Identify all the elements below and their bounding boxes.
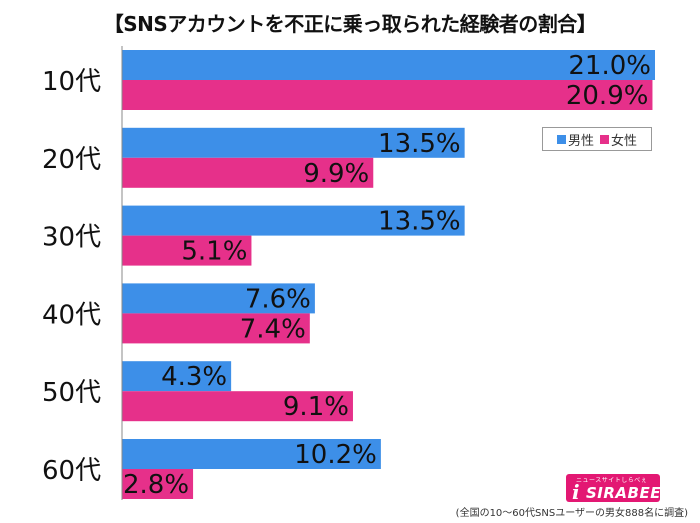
category-label: 40代 [42,300,101,330]
bar [122,283,315,314]
logo-i-mark: i [572,480,580,502]
bar [122,205,465,236]
chart-title: 【SNSアカウントを不正に乗っ取られた経験者の割合】 [103,12,597,36]
category-label: 20代 [42,145,101,175]
data-label: 5.1% [181,237,247,267]
category-label: 50代 [42,378,101,408]
logo-tagline: ニュースサイトしらべぇ [576,477,648,484]
category-label: 60代 [42,456,101,486]
bar [122,361,232,392]
bar [122,469,194,499]
footnote: (全国の10〜60代SNSユーザーの男女888名に調査) [455,508,688,519]
data-label: 20.9% [566,81,649,111]
legend: 男性 女性 [542,127,652,151]
data-label: 21.0% [568,51,651,81]
bar [122,313,310,344]
logo-brand: SIRABEE [586,484,660,502]
bar [122,157,374,188]
legend-female: 女性 [600,130,637,149]
category-label: 30代 [42,223,101,253]
bar [122,80,653,110]
data-label: 7.4% [240,314,306,344]
data-label: 13.5% [378,207,461,237]
bar [122,50,655,80]
bar [122,391,353,422]
bar [122,127,465,158]
data-label: 9.1% [283,392,349,422]
data-label: 7.6% [245,284,311,314]
legend-female-label: 女性 [611,133,638,149]
legend-female-swatch [600,134,609,144]
category-label: 10代 [42,67,101,97]
data-label: 10.2% [294,440,377,470]
legend-male-label: 男性 [567,133,594,149]
bar [122,235,252,266]
sirabee-logo: ニュースサイトしらべぇ i SIRABEE [566,474,660,502]
bar [122,439,381,469]
data-label: 4.3% [161,362,227,392]
legend-male-swatch [556,134,566,144]
data-label: 2.8% [123,470,189,500]
legend-male: 男性 [556,130,594,149]
data-label: 9.9% [303,159,369,189]
data-label: 13.5% [378,129,461,159]
